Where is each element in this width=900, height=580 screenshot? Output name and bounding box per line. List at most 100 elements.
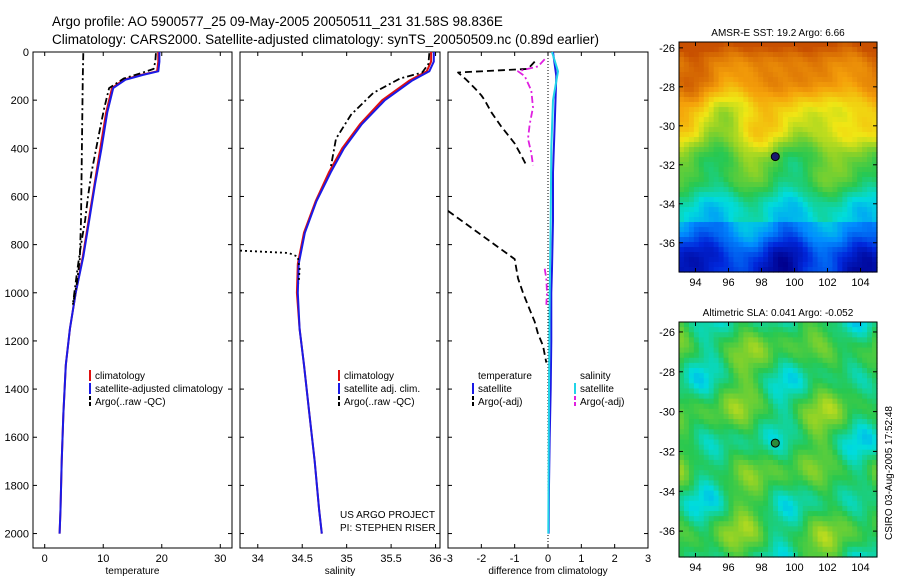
map-cell bbox=[832, 107, 838, 113]
map-cell bbox=[708, 480, 715, 487]
map-cell bbox=[852, 449, 858, 456]
map-cell bbox=[872, 490, 878, 497]
map-cell bbox=[827, 536, 834, 543]
map-cell bbox=[703, 217, 710, 223]
map-cell bbox=[743, 362, 749, 369]
map-cell bbox=[748, 419, 754, 425]
map-cell bbox=[768, 152, 774, 158]
map-cell bbox=[703, 511, 710, 517]
map-cell bbox=[867, 77, 873, 83]
map-cell bbox=[782, 122, 789, 128]
map-cell bbox=[728, 142, 735, 148]
map-cell bbox=[708, 197, 715, 203]
map-cell bbox=[718, 424, 725, 430]
map-cell bbox=[738, 413, 744, 420]
map-cell bbox=[837, 546, 843, 553]
map-cell bbox=[758, 470, 764, 476]
map-cell bbox=[847, 192, 853, 198]
map-cell bbox=[867, 480, 873, 487]
map-cell bbox=[748, 67, 754, 73]
map-cell bbox=[693, 197, 700, 203]
map-cell bbox=[728, 222, 735, 228]
map-cell bbox=[778, 127, 784, 133]
map-cell bbox=[862, 137, 868, 143]
map-cell bbox=[733, 127, 739, 133]
map-cell bbox=[713, 177, 720, 183]
map-cell bbox=[802, 117, 809, 123]
series-satellite-adj-clim- bbox=[296, 52, 435, 534]
map-cell bbox=[822, 521, 829, 527]
map-cell bbox=[837, 470, 843, 476]
map-cell bbox=[867, 152, 873, 158]
map-cell bbox=[778, 475, 784, 481]
map-cell bbox=[782, 82, 789, 88]
map-cell bbox=[787, 337, 794, 344]
map-cell bbox=[708, 332, 715, 338]
map-cell bbox=[738, 541, 744, 548]
map-cell bbox=[802, 373, 809, 379]
map-cell bbox=[723, 112, 730, 118]
map-cell bbox=[842, 388, 848, 395]
map-cell bbox=[713, 197, 720, 203]
map-cell bbox=[787, 526, 794, 533]
map-cell bbox=[728, 197, 735, 203]
map-cell bbox=[688, 511, 695, 517]
map-cell bbox=[862, 327, 868, 333]
map-cell bbox=[812, 62, 819, 68]
map-cell bbox=[683, 57, 690, 63]
map-cell bbox=[718, 465, 725, 471]
map-cell bbox=[857, 521, 863, 527]
map-cell bbox=[683, 142, 690, 148]
map-cell bbox=[763, 500, 769, 507]
map-cell bbox=[872, 47, 878, 53]
map-cell bbox=[753, 429, 759, 435]
map-cell bbox=[683, 62, 690, 68]
x-tick-label: 104 bbox=[851, 277, 869, 289]
map-cell bbox=[802, 383, 809, 390]
map-cell bbox=[733, 485, 739, 492]
map-cell bbox=[787, 347, 794, 354]
map-cell bbox=[688, 202, 695, 208]
map-cell bbox=[832, 357, 838, 364]
map-cell bbox=[862, 342, 868, 349]
map-cell bbox=[679, 102, 685, 108]
map-cell bbox=[693, 112, 700, 118]
map-cell bbox=[792, 485, 799, 492]
map-cell bbox=[763, 439, 769, 446]
map-cell bbox=[768, 77, 774, 83]
map-cell bbox=[862, 122, 868, 128]
map-cell bbox=[718, 403, 725, 410]
map-cell bbox=[708, 505, 715, 512]
map-cell bbox=[778, 132, 784, 138]
map-cell bbox=[688, 495, 695, 502]
map-cell bbox=[748, 237, 754, 243]
map-cell bbox=[852, 413, 858, 420]
map-cell bbox=[743, 187, 749, 193]
map-cell bbox=[738, 147, 744, 153]
map-cell bbox=[852, 132, 858, 138]
map-cell bbox=[832, 212, 838, 218]
map-cell bbox=[763, 342, 769, 349]
map-title: AMSR-E SST: 19.2 Argo: 6.66 bbox=[711, 28, 845, 39]
map-cell bbox=[679, 237, 685, 243]
map-cell bbox=[753, 373, 759, 379]
map-cell bbox=[857, 526, 863, 533]
map-cell bbox=[693, 500, 700, 507]
x-tick-label: 34.5 bbox=[292, 553, 313, 565]
map-cell bbox=[797, 122, 804, 128]
map-cell bbox=[782, 444, 789, 451]
map-cell bbox=[787, 47, 794, 53]
difference-legend: temperaturesatelliteArgo(-adj)salinitysa… bbox=[472, 371, 624, 408]
map-cell bbox=[852, 147, 858, 153]
map-cell bbox=[683, 388, 690, 395]
map-cell bbox=[817, 97, 824, 103]
map-cell bbox=[693, 403, 700, 410]
map-cell bbox=[787, 147, 794, 153]
map-cell bbox=[708, 152, 715, 158]
map-cell bbox=[698, 454, 705, 461]
map-cell bbox=[763, 393, 769, 400]
map-cell bbox=[768, 357, 774, 364]
map-cell bbox=[733, 202, 739, 208]
map-cell bbox=[832, 388, 838, 395]
map-cell bbox=[857, 167, 863, 173]
